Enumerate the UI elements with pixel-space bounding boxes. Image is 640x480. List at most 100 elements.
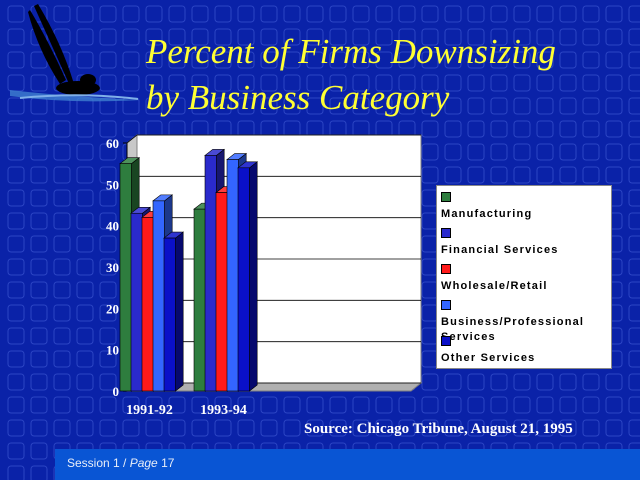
grid-tile — [582, 51, 600, 69]
grid-tile — [559, 166, 577, 184]
grid-tile — [398, 51, 416, 69]
grid-tile — [444, 120, 462, 138]
grid-tile — [53, 143, 71, 161]
grid-tile — [628, 327, 640, 345]
grid-tile — [122, 28, 140, 46]
grid-tile — [421, 143, 439, 161]
grid-tile — [582, 120, 600, 138]
grid-tile — [53, 373, 71, 391]
grid-tile — [421, 419, 439, 437]
grid-tile — [628, 143, 640, 161]
grid-tile — [145, 51, 163, 69]
y-tick-label: 30 — [106, 260, 119, 275]
grid-tile — [398, 28, 416, 46]
grid-tile — [53, 281, 71, 299]
x-category-label: 1991-92 — [126, 403, 173, 418]
grid-tile — [467, 97, 485, 115]
grid-tile — [168, 97, 186, 115]
grid-tile — [375, 28, 393, 46]
grid-tile — [467, 143, 485, 161]
grid-tile — [559, 373, 577, 391]
grid-tile — [53, 327, 71, 345]
grid-tile — [628, 258, 640, 276]
grid-tile — [375, 51, 393, 69]
grid-tile — [605, 166, 623, 184]
legend-item: Financial Services — [441, 228, 611, 258]
grid-tile — [329, 5, 347, 23]
grid-tile — [306, 419, 324, 437]
grid-tile — [99, 235, 117, 253]
grid-tile — [30, 419, 48, 437]
grid-tile — [30, 373, 48, 391]
grid-tile — [191, 396, 209, 414]
grid-tile — [306, 74, 324, 92]
grid-tile — [467, 120, 485, 138]
footer-page-number: 17 — [157, 456, 175, 470]
grid-tile — [191, 74, 209, 92]
y-tick-label: 0 — [113, 384, 120, 399]
gridline-side — [126, 134, 138, 144]
x-category-label: 1993-94 — [200, 403, 247, 418]
grid-tile — [559, 120, 577, 138]
grid-tile — [536, 120, 554, 138]
grid-tile — [145, 74, 163, 92]
grid-tile — [398, 97, 416, 115]
grid-tile — [191, 97, 209, 115]
grid-tile — [7, 28, 25, 46]
grid-tile — [99, 166, 117, 184]
grid-tile — [628, 5, 640, 23]
grid-tile — [283, 28, 301, 46]
grid-tile — [99, 212, 117, 230]
grid-tile — [559, 396, 577, 414]
grid-tile — [168, 5, 186, 23]
grid-tile — [191, 28, 209, 46]
grid-tile — [398, 5, 416, 23]
grid-tile — [536, 28, 554, 46]
grid-tile — [628, 373, 640, 391]
grid-tile — [214, 51, 232, 69]
grid-tile — [352, 74, 370, 92]
grid-tile — [559, 5, 577, 23]
y-tick-label: 60 — [106, 136, 119, 151]
bar-chart: 0 10 20 30 40 50 60 1991-92 1993-94 — [106, 133, 423, 418]
grid-tile — [30, 327, 48, 345]
grid-tile — [53, 120, 71, 138]
grid-tile — [30, 258, 48, 276]
grid-tile — [30, 235, 48, 253]
grid-tile — [352, 396, 370, 414]
grid-tile — [513, 373, 531, 391]
source-citation: Source: Chicago Tribune, August 21, 1995 — [304, 421, 573, 437]
grid-tile — [76, 235, 94, 253]
grid-tile — [30, 74, 48, 92]
grid-tile — [582, 166, 600, 184]
grid-tile — [628, 281, 640, 299]
grid-tile — [467, 5, 485, 23]
grid-tile — [237, 97, 255, 115]
grid-tile — [467, 51, 485, 69]
grid-tile — [444, 97, 462, 115]
grid-tile — [490, 28, 508, 46]
grid-tile — [582, 28, 600, 46]
grid-tile — [76, 281, 94, 299]
grid-tile — [444, 396, 462, 414]
legend-item: Wholesale/Retail — [441, 264, 611, 294]
legend-label: Manufacturing — [441, 208, 533, 220]
grid-tile — [536, 419, 554, 437]
grid-tile — [628, 166, 640, 184]
grid-tile — [628, 97, 640, 115]
grid-tile — [214, 396, 232, 414]
grid-tile — [605, 5, 623, 23]
grid-tile — [7, 97, 25, 115]
grid-tile — [53, 5, 71, 23]
grid-tile — [7, 5, 25, 23]
grid-tile — [145, 419, 163, 437]
grid-tile — [536, 74, 554, 92]
grid-tile — [628, 212, 640, 230]
grid-tile — [628, 51, 640, 69]
grid-tile — [7, 258, 25, 276]
grid-tile — [30, 281, 48, 299]
grid-tile — [76, 327, 94, 345]
grid-tile — [237, 5, 255, 23]
grid-tile — [605, 97, 623, 115]
grid-tile — [536, 166, 554, 184]
